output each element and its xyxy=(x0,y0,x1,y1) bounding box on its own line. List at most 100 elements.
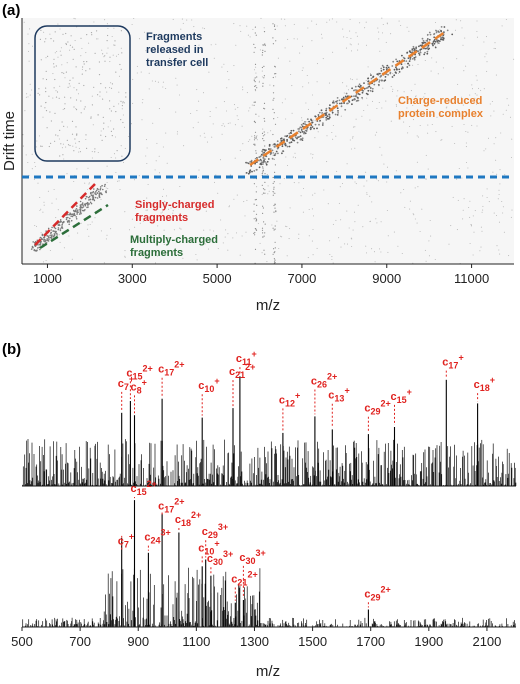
complex-point xyxy=(314,123,317,126)
fragment-point xyxy=(65,43,67,46)
noise-point xyxy=(379,146,381,148)
noise-point xyxy=(215,174,217,176)
complex-point xyxy=(401,54,403,57)
complex-point xyxy=(267,158,270,160)
complex-point xyxy=(332,101,334,104)
noise-point xyxy=(73,180,75,183)
streak-point xyxy=(262,236,264,238)
noise-point xyxy=(131,240,133,243)
streak-point xyxy=(254,231,256,234)
complex-point xyxy=(347,102,349,105)
complex-point xyxy=(357,99,360,102)
low-fragment-point xyxy=(52,235,55,238)
noise-point xyxy=(124,255,126,257)
x-tick-label: 11000 xyxy=(454,271,489,286)
noise-point xyxy=(165,195,168,197)
streak-point xyxy=(253,79,255,81)
noise-point xyxy=(495,214,498,217)
streak-point xyxy=(264,223,266,225)
noise-point xyxy=(483,88,485,90)
noise-point xyxy=(499,183,501,185)
low-fragment-point xyxy=(67,221,69,223)
noise-point xyxy=(415,96,417,98)
noise-point xyxy=(178,46,180,48)
noise-point xyxy=(23,21,25,23)
noise-point xyxy=(198,44,200,46)
complex-point xyxy=(296,141,299,144)
noise-point xyxy=(378,101,380,104)
noise-point xyxy=(498,249,500,251)
noise-point xyxy=(92,124,94,126)
noise-point xyxy=(93,21,95,23)
low-fragment-point xyxy=(68,223,70,226)
fragment-point xyxy=(82,66,84,68)
streak-point xyxy=(274,228,276,230)
complex-point xyxy=(336,102,339,105)
fragment-point xyxy=(86,61,88,63)
fragment-point xyxy=(45,38,47,40)
noise-point xyxy=(233,198,235,200)
noise-point xyxy=(423,96,425,98)
noise-point xyxy=(145,209,147,211)
noise-point xyxy=(359,22,361,24)
noise-point xyxy=(136,65,138,67)
noise-point xyxy=(356,78,358,80)
noise-point xyxy=(290,73,292,76)
complex-point xyxy=(262,157,265,159)
low-fragment-point xyxy=(59,229,62,232)
low-fragment-point xyxy=(99,188,102,190)
noise-point xyxy=(104,19,106,21)
noise-point xyxy=(428,240,430,242)
low-fragment-point xyxy=(51,234,53,236)
noise-point xyxy=(403,188,405,191)
noise-point xyxy=(72,145,74,147)
noise-point xyxy=(55,90,57,92)
fragment-point xyxy=(116,150,118,152)
noise-point xyxy=(118,103,120,105)
noise-point xyxy=(302,86,304,88)
noise-point xyxy=(39,196,41,198)
noise-point xyxy=(320,33,323,35)
noise-point xyxy=(490,115,492,117)
noise-point xyxy=(101,49,103,51)
noise-point xyxy=(379,50,381,52)
fragment-point xyxy=(101,139,103,141)
noise-point xyxy=(207,178,209,180)
noise-point xyxy=(431,114,433,116)
noise-point xyxy=(343,92,345,94)
low-fragment-point xyxy=(96,192,99,194)
complex-point xyxy=(436,40,439,43)
noise-point xyxy=(59,50,61,52)
complex-point xyxy=(437,42,440,44)
noise-point xyxy=(280,235,282,237)
streak-point xyxy=(253,203,255,205)
noise-point xyxy=(106,165,108,167)
noise-point xyxy=(465,142,467,144)
noise-point xyxy=(308,235,310,237)
streak-point xyxy=(262,170,264,172)
noise-point xyxy=(196,259,198,261)
fragment-point xyxy=(75,109,78,111)
noise-point xyxy=(115,55,118,57)
noise-point xyxy=(225,110,228,112)
noise-point xyxy=(346,210,348,212)
noise-point xyxy=(43,201,45,203)
noise-point xyxy=(227,71,229,73)
complex-point xyxy=(299,131,302,134)
fragment-point xyxy=(67,41,69,43)
noise-point xyxy=(215,43,217,45)
complex-point xyxy=(355,100,358,102)
ion-label: c262+ xyxy=(311,372,337,390)
noise-point xyxy=(69,85,71,87)
noise-point xyxy=(59,241,61,243)
noise-point xyxy=(310,153,312,155)
noise-point xyxy=(331,18,333,20)
noise-point xyxy=(495,159,497,161)
fragment-point xyxy=(71,120,74,122)
noise-point xyxy=(317,131,319,133)
noise-point xyxy=(403,91,405,93)
noise-point xyxy=(498,221,501,223)
noise-point xyxy=(493,143,495,145)
noise-point xyxy=(387,235,389,237)
noise-point xyxy=(365,252,368,254)
